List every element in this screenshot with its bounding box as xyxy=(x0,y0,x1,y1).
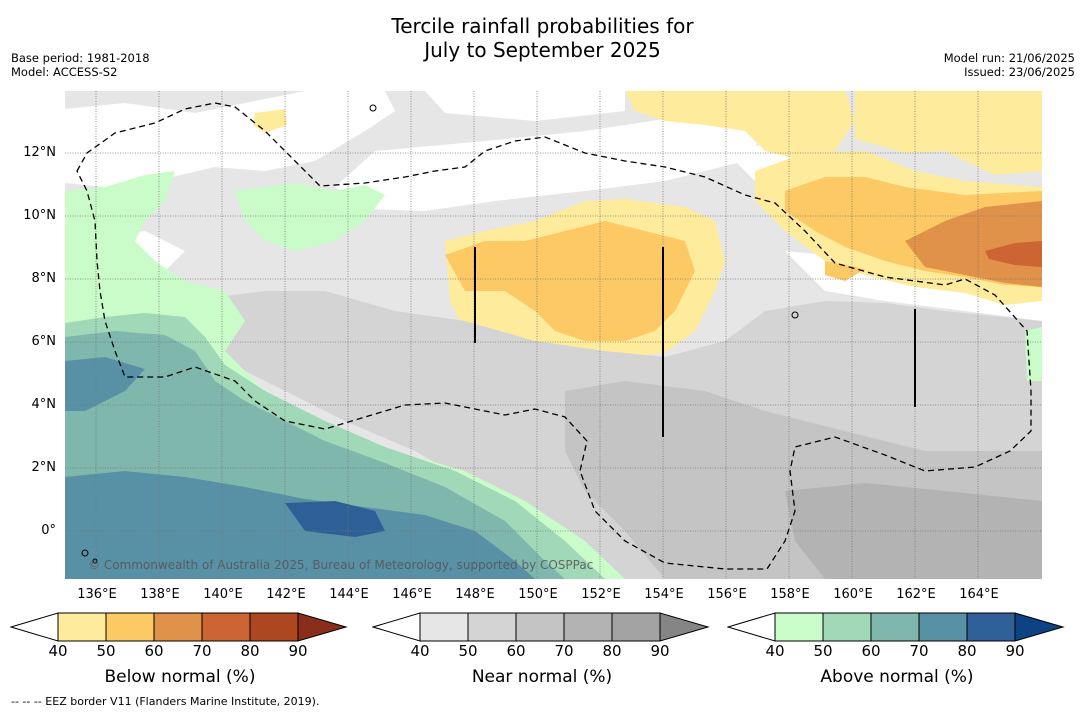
eez-border xyxy=(76,102,1032,570)
colorbar-tick-label: 80 xyxy=(240,642,260,660)
lon-label-140e: 140°E xyxy=(203,587,243,602)
lon-label-146e: 146°E xyxy=(392,587,432,602)
colorbar-left-arrow xyxy=(10,612,59,642)
colorbar-segment xyxy=(611,612,661,642)
title-line-2: July to September 2025 xyxy=(424,38,661,62)
island-outlines xyxy=(81,104,799,564)
lon-label-156e: 156°E xyxy=(707,587,747,602)
eez-footnote: -- -- -- EEZ border V11 (Flanders Marine… xyxy=(11,695,320,708)
lon-label-144e: 144°E xyxy=(329,587,369,602)
above-normal-90 xyxy=(285,501,385,537)
colorbar-segment xyxy=(515,612,565,642)
lat-label-8n: 8°N xyxy=(31,271,57,286)
colorbar-below-normal xyxy=(10,612,348,642)
colorbar-segment xyxy=(563,612,613,642)
colorbar-left-arrow xyxy=(727,612,776,642)
colorbar-tick-label: 60 xyxy=(861,642,881,660)
lat-label-12n: 12°N xyxy=(23,145,56,160)
colorbar-segment xyxy=(153,612,203,642)
colorbar-right-arrow xyxy=(297,612,348,642)
colorbar-segment xyxy=(870,612,920,642)
issued-date: Issued: 23/06/2025 xyxy=(964,65,1075,79)
colorbar-above-normal xyxy=(727,612,1065,642)
lon-label-162e: 162°E xyxy=(896,587,936,602)
colorbar-segment xyxy=(419,612,469,642)
lon-label-152e: 152°E xyxy=(581,587,621,602)
model-run: Model run: 21/06/2025 xyxy=(943,51,1075,65)
colorbar-tick-label: 90 xyxy=(650,642,670,660)
colorbar-tick-label: 40 xyxy=(765,642,785,660)
colorbar-tick-label: 90 xyxy=(1005,642,1025,660)
map-plot xyxy=(65,91,1042,579)
colorbar-tick-label: 80 xyxy=(602,642,622,660)
colorbar-tick-label: 60 xyxy=(144,642,164,660)
colorbar-tick-label: 70 xyxy=(192,642,212,660)
colorbar-tick-label: 50 xyxy=(96,642,116,660)
colorbar-tick-label: 70 xyxy=(909,642,929,660)
colorbar-segment xyxy=(201,612,251,642)
colorbar-tick-label: 70 xyxy=(554,642,574,660)
below-normal-80 xyxy=(985,241,1042,267)
chart-title: Tercile rainfall probabilities for July … xyxy=(0,14,1085,62)
lon-label-136e: 136°E xyxy=(77,587,117,602)
colorbar-tick-label: 90 xyxy=(288,642,308,660)
colorbar-tick-label: 50 xyxy=(813,642,833,660)
lon-label-164e: 164°E xyxy=(959,587,999,602)
lon-label-154e: 154°E xyxy=(644,587,684,602)
model-name: Model: ACCESS-S2 xyxy=(11,65,118,79)
colorbar-tick-label: 60 xyxy=(506,642,526,660)
island-lines xyxy=(474,247,916,437)
meta-left: Base period: 1981-2018 Model: ACCESS-S2 xyxy=(11,51,150,79)
lat-label-6n: 6°N xyxy=(31,334,57,349)
lon-label-160e: 160°E xyxy=(833,587,873,602)
colorbar-segment xyxy=(57,612,107,642)
colorbar-right-arrow xyxy=(1014,612,1065,642)
colorbar-tick-label: 40 xyxy=(410,642,430,660)
base-period: Base period: 1981-2018 xyxy=(11,51,150,65)
lat-label-4n: 4°N xyxy=(31,397,57,412)
above-normal-80 xyxy=(65,357,535,579)
colorbar-tick-label: 40 xyxy=(48,642,68,660)
grid-lines xyxy=(65,91,1042,579)
lon-label-138e: 138°E xyxy=(140,587,180,602)
colorbar-segment xyxy=(822,612,872,642)
meta-right: Model run: 21/06/2025 Issued: 23/06/2025 xyxy=(944,51,1075,79)
colorbar-segment xyxy=(105,612,155,642)
colorbar-right-arrow xyxy=(659,612,710,642)
colorbar-segment xyxy=(249,612,299,642)
colorbar-left-arrow xyxy=(372,612,421,642)
colorbar-label-near: Near normal (%) xyxy=(471,667,613,687)
lat-label-10n: 10°N xyxy=(23,208,56,223)
colorbar-segment xyxy=(966,612,1016,642)
lon-label-150e: 150°E xyxy=(518,587,558,602)
colorbar-segment xyxy=(467,612,517,642)
title-line-1: Tercile rainfall probabilities for xyxy=(391,14,694,38)
colorbar-label-below: Below normal (%) xyxy=(104,667,256,687)
colorbar-segment xyxy=(918,612,968,642)
lon-label-148e: 148°E xyxy=(455,587,495,602)
lat-label-2n: 2°N xyxy=(31,460,57,475)
lat-label-0: 0° xyxy=(41,523,56,538)
copyright-credit: © Commonwealth of Australia 2025, Bureau… xyxy=(88,558,594,572)
lon-label-142e: 142°E xyxy=(266,587,306,602)
colorbar-near-normal xyxy=(372,612,710,642)
below-normal-70 xyxy=(905,201,1042,287)
colorbar-segment xyxy=(774,612,824,642)
lon-label-158e: 158°E xyxy=(770,587,810,602)
colorbar-tick-label: 50 xyxy=(458,642,478,660)
colorbar-label-above: Above normal (%) xyxy=(820,667,974,687)
colorbar-tick-label: 80 xyxy=(957,642,977,660)
